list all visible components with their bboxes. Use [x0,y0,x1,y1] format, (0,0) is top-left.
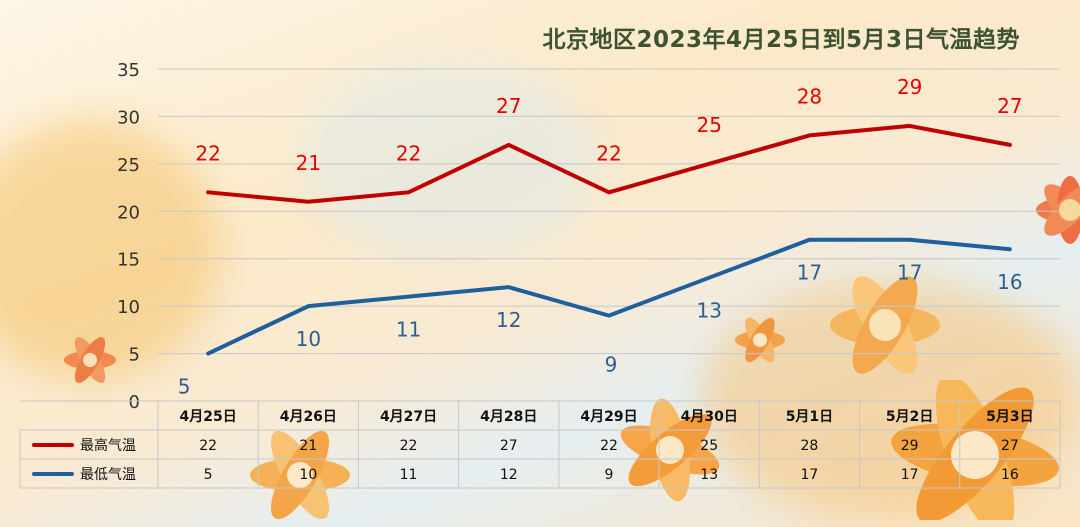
low-temp-data-label: 9 [605,353,618,377]
low-temp-data-label: 10 [296,327,321,351]
low-temp-data-label: 17 [797,261,822,285]
table-cell: 27 [1001,438,1019,454]
high-temp-data-label: 28 [797,84,822,108]
y-tick-label: 20 [117,202,140,223]
table-cell: 5 [204,467,213,483]
table-cell: 11 [400,467,418,483]
flower-decoration [64,337,116,383]
background-wash [300,60,600,260]
x-category-label: 4月30日 [681,409,738,425]
table-cell: 21 [299,438,317,454]
flower-decoration [891,380,1059,520]
flower-decoration [620,398,720,502]
x-category-label: 4月29日 [580,409,637,425]
low-temp-data-label: 13 [696,299,721,323]
flower-decoration [1036,176,1080,244]
table-cell: 29 [901,438,919,454]
x-category-label: 4月26日 [280,409,337,425]
legend-label: 最高气温 [80,437,136,454]
y-tick-label: 35 [117,60,140,81]
high-temp-data-label: 27 [997,94,1022,118]
low-temp-data-label: 16 [997,270,1022,294]
table-cell: 9 [605,467,614,483]
chart-title: 北京地区2023年4月25日到5月3日气温趋势 [542,27,1020,53]
y-tick-label: 25 [117,155,140,176]
legend-label: 最低气温 [80,467,136,483]
high-temp-data-label: 22 [596,141,621,165]
high-temp-line [206,123,1012,204]
x-category-label: 5月2日 [886,409,933,425]
flower-decoration [250,430,350,520]
low-temp-line [206,237,1012,356]
table-cell: 13 [700,467,718,483]
table-cell: 16 [1001,467,1019,483]
table-cell: 12 [500,467,518,483]
table-cell: 25 [700,438,718,454]
y-tick-label: 10 [117,297,140,318]
table-cell: 27 [500,438,518,454]
y-tick-label: 5 [129,345,140,366]
table-cell: 22 [600,438,618,454]
high-temp-data-label: 27 [496,94,521,118]
low-temp-data-label: 12 [496,308,521,332]
flower-decoration [735,317,785,363]
table-cell: 17 [901,467,919,483]
table-cell: 22 [199,438,217,454]
table-cell: 10 [299,467,317,483]
high-temp-data-label: 29 [897,75,922,99]
high-temp-data-label: 25 [696,113,721,137]
high-temp-data-label: 22 [195,141,220,165]
flower-decoration [830,276,940,374]
y-tick-label: 15 [117,250,140,271]
y-tick-label: 0 [129,392,140,413]
table-cell: 28 [801,438,819,454]
table-cell: 22 [400,438,418,454]
x-category-label: 4月28日 [480,409,537,425]
low-temp-data-label: 5 [178,375,191,399]
high-temp-data-label: 22 [396,141,421,165]
table-cell: 17 [801,467,819,483]
x-category-label: 5月1日 [786,409,833,425]
x-category-label: 5月3日 [986,409,1033,425]
low-temp-data-label: 11 [396,318,421,342]
background-wash [0,120,220,380]
low-temp-data-label: 17 [897,261,922,285]
x-category-label: 4月27日 [380,409,437,425]
x-category-label: 4月25日 [179,409,236,425]
high-temp-data-label: 21 [296,151,321,175]
y-tick-label: 30 [117,107,140,128]
